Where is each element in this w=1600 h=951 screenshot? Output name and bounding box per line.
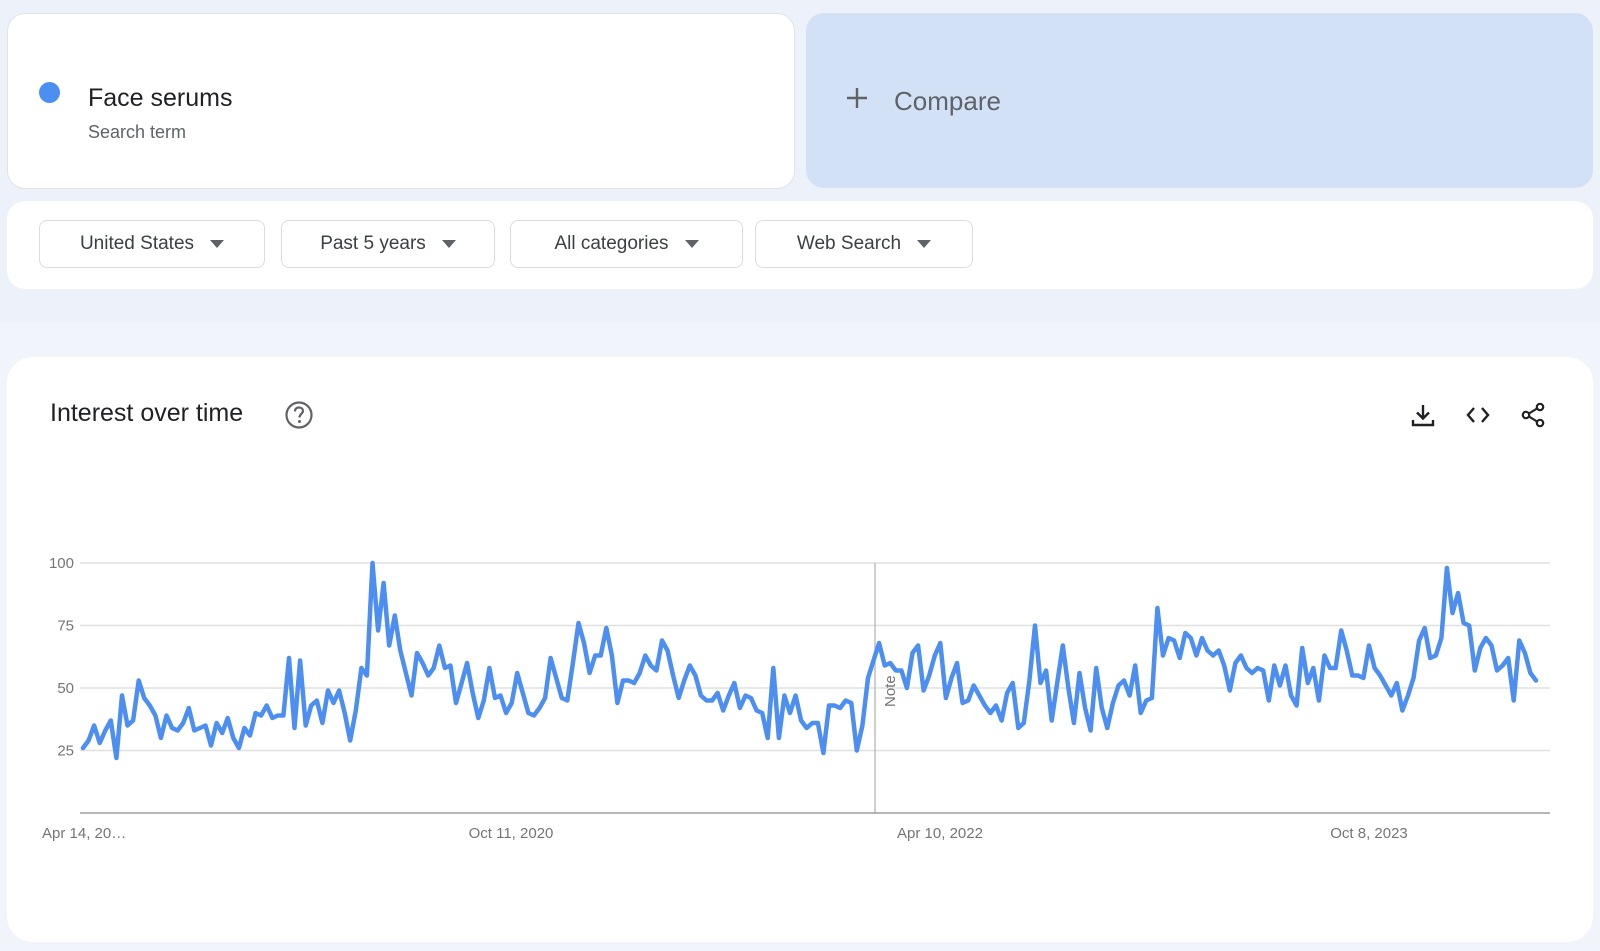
interest-over-time-card: Interest over time Note 25 50 75 100 Apr 14… [7,357,1593,942]
share-icon[interactable] [1519,401,1547,429]
x-tick-label: Oct 11, 2020 [469,825,554,842]
y-tick-label: 50 [57,680,74,697]
search-type-filter-label: Web Search [796,233,902,254]
region-filter[interactable]: United States [39,220,265,268]
line-chart: Note 25 50 75 100 Apr 14, 20… Oct 11, 2020 Ap… [42,555,1550,842]
compare-button[interactable]: Compare [806,13,1593,188]
note-marker-label[interactable]: Note [882,675,899,707]
series-color-dot [39,82,60,103]
search-term-subtitle: Search term [88,122,187,142]
series-line [80,560,1539,761]
x-tick-label: Apr 10, 2022 [897,825,983,842]
y-tick-label: 100 [49,555,74,572]
chevron-down-icon [441,240,456,248]
embed-code-icon[interactable] [1464,401,1492,429]
y-tick-label: 25 [57,743,74,760]
plus-icon [847,88,867,108]
filters-bar: United States Past 5 years All categorie… [7,201,1593,289]
download-icon[interactable] [1409,401,1437,429]
search-term-card[interactable]: Face serums Search term [7,13,795,189]
chevron-down-icon [684,240,699,248]
category-filter-label: All categories [554,233,669,254]
chart-title: Interest over time [50,399,244,427]
chevron-down-icon [210,240,225,248]
time-range-filter[interactable]: Past 5 years [281,220,495,268]
help-icon[interactable] [284,400,314,430]
time-range-filter-label: Past 5 years [320,233,426,254]
chevron-down-icon [917,240,932,248]
region-filter-label: United States [79,233,195,254]
search-term-title[interactable]: Face serums [88,84,233,112]
compare-label: Compare [894,86,1001,116]
x-tick-label: Apr 14, 20… [42,825,126,842]
category-filter[interactable]: All categories [510,220,743,268]
search-type-filter[interactable]: Web Search [755,220,973,268]
y-tick-label: 75 [57,618,74,635]
x-tick-label: Oct 8, 2023 [1330,825,1408,842]
